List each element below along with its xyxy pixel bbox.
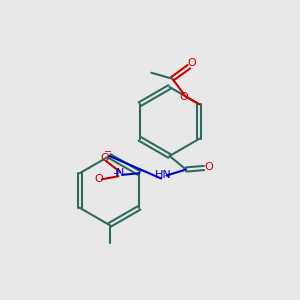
Text: N: N bbox=[116, 168, 125, 178]
Text: O: O bbox=[188, 58, 196, 68]
Text: HN: HN bbox=[155, 169, 172, 180]
Text: −: − bbox=[104, 147, 112, 157]
Text: +: + bbox=[112, 169, 119, 178]
Text: O: O bbox=[179, 92, 188, 102]
Text: O: O bbox=[204, 162, 213, 172]
Text: O: O bbox=[94, 174, 103, 184]
Text: O: O bbox=[100, 153, 109, 163]
